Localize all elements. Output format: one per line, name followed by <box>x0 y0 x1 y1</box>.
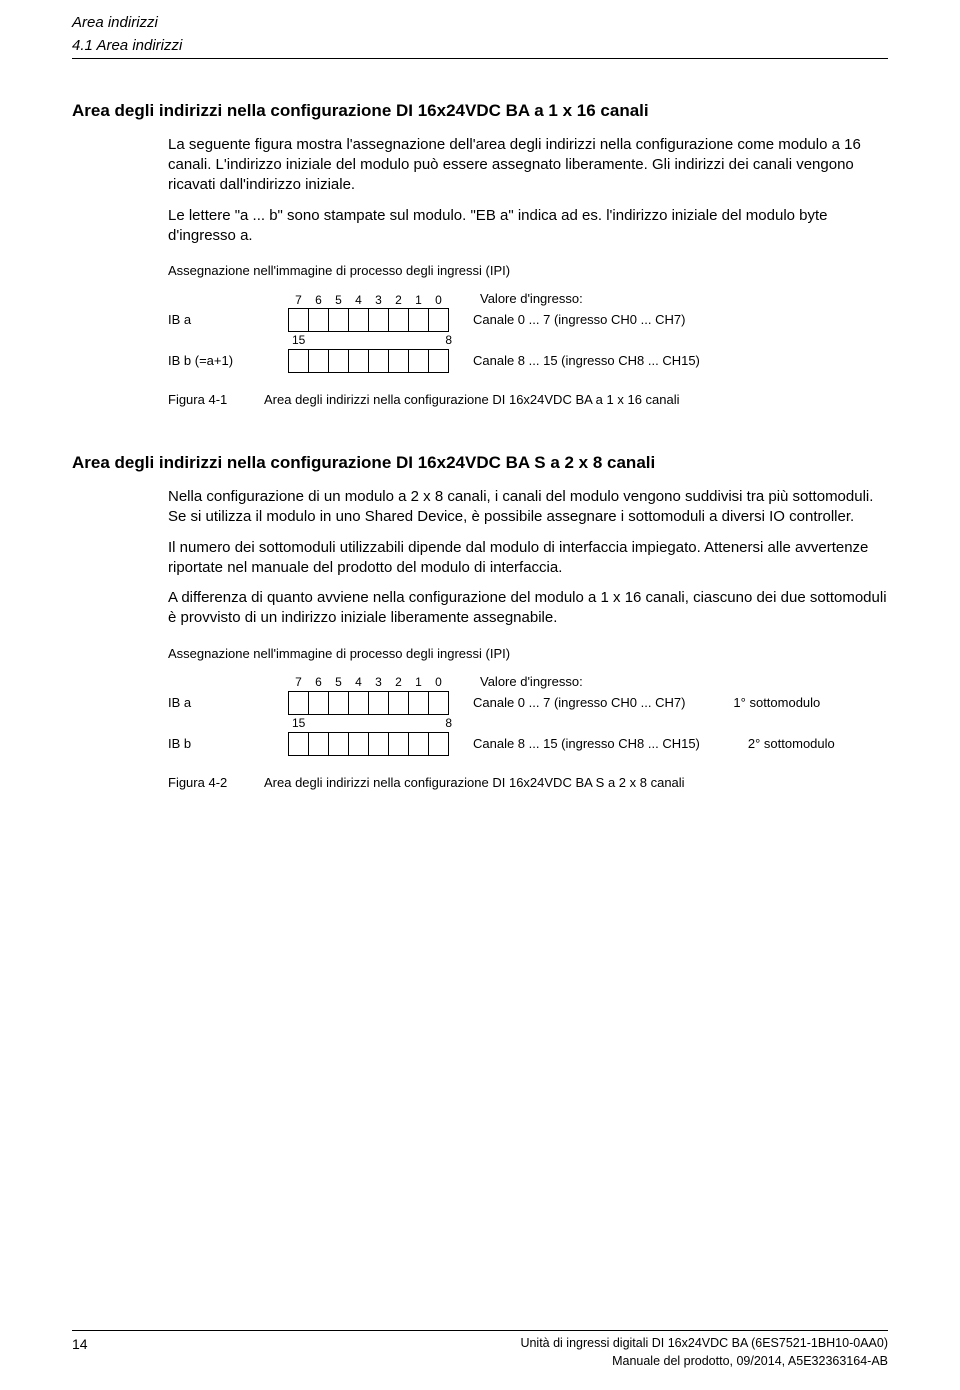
figure-number: Figura 4-1 <box>168 391 264 409</box>
bit-num: 0 <box>428 674 449 691</box>
section-2: Area degli indirizzi nella configurazion… <box>72 451 888 792</box>
figure-number: Figura 4-2 <box>168 774 264 792</box>
bit-num: 5 <box>328 674 349 691</box>
header-subtitle: 4.1 Area indirizzi <box>72 35 888 56</box>
row-desc: Canale 8 ... 15 (ingresso CH8 ... CH15) <box>473 352 700 370</box>
byte-row-0: IB a Canale 0 ... 7 (ingresso CH0 ... CH… <box>168 308 888 332</box>
bit-num: 1 <box>408 292 429 309</box>
footer-line-2: Manuale del prodotto, 09/2014, A5E323631… <box>520 1353 888 1371</box>
section-2-para-2: Il numero dei sottomoduli utilizzabili d… <box>168 538 888 579</box>
section-2-para-1: Nella configurazione di un modulo a 2 x … <box>168 487 888 528</box>
figure-text: Area degli indirizzi nella configurazion… <box>264 391 680 409</box>
bit-num: 7 <box>288 674 309 691</box>
bit-num: 4 <box>348 674 369 691</box>
bit-boxes <box>288 308 449 332</box>
footer-line-1: Unità di ingressi digitali DI 16x24VDC B… <box>520 1335 888 1353</box>
section-1-heading: Area degli indirizzi nella configurazion… <box>72 99 888 123</box>
footer-right: Unità di ingressi digitali DI 16x24VDC B… <box>520 1335 888 1370</box>
section-2-heading: Area degli indirizzi nella configurazion… <box>72 451 888 475</box>
submodule-label: 1° sottomodulo <box>733 694 820 712</box>
figure-1-caption: Figura 4-1 Area degli indirizzi nella co… <box>168 391 888 409</box>
bit-num: 2 <box>388 674 409 691</box>
bit-numbers-second: 15 8 <box>288 715 456 732</box>
bit-num: 4 <box>348 292 369 309</box>
row-label: IB b <box>168 735 288 753</box>
diagram-1-title: Assegnazione nell'immagine di processo d… <box>168 262 888 280</box>
section-2-body: Nella configurazione di un modulo a 2 x … <box>168 487 888 792</box>
diagram-2-title: Assegnazione nell'immagine di processo d… <box>168 645 888 663</box>
submodule-label: 2° sottomodulo <box>748 735 835 753</box>
bit-boxes <box>288 349 449 373</box>
bit-num: 0 <box>428 292 449 309</box>
section-2-para-3: A differenza di quanto avviene nella con… <box>168 588 888 629</box>
row-desc: Canale 0 ... 7 (ingresso CH0 ... CH7) <box>473 311 685 329</box>
row-label: IB b (=a+1) <box>168 352 288 370</box>
bit-num: 5 <box>328 292 349 309</box>
row-label: IB a <box>168 694 288 712</box>
bit-num: 2 <box>388 292 409 309</box>
bit-num: 6 <box>308 674 329 691</box>
section-1: Area degli indirizzi nella configurazion… <box>72 99 888 409</box>
bit-num-right: 8 <box>445 332 452 349</box>
diagram-1: 7 6 5 4 3 2 1 0 Valore d'ingresso: IB a <box>168 290 888 373</box>
section-1-para-1: La seguente figura mostra l'assegnazione… <box>168 135 888 196</box>
byte-row-1: IB b Canale 8 ... 15 (ingresso CH8 ... C… <box>168 732 888 756</box>
page-number: 14 <box>72 1335 88 1370</box>
page: Area indirizzi 4.1 Area indirizzi Area d… <box>0 0 960 1390</box>
row-desc: Canale 0 ... 7 (ingresso CH0 ... CH7) <box>473 694 685 712</box>
bit-num: 7 <box>288 292 309 309</box>
row-desc: Canale 8 ... 15 (ingresso CH8 ... CH15) <box>473 735 700 753</box>
bit-boxes <box>288 732 449 756</box>
row-label: IB a <box>168 311 288 329</box>
bit-num-left: 15 <box>292 715 305 732</box>
value-header: Valore d'ingresso: <box>480 673 583 691</box>
bit-num: 1 <box>408 674 429 691</box>
diagram-2: 7 6 5 4 3 2 1 0 Valore d'ingresso: IB a <box>168 673 888 756</box>
figure-2-caption: Figura 4-2 Area degli indirizzi nella co… <box>168 774 888 792</box>
bit-num: 6 <box>308 292 329 309</box>
bit-num: 3 <box>368 674 389 691</box>
page-footer: 14 Unità di ingressi digitali DI 16x24VD… <box>72 1330 888 1370</box>
bit-num-right: 8 <box>445 715 452 732</box>
bit-num: 3 <box>368 292 389 309</box>
bit-num-left: 15 <box>292 332 305 349</box>
bit-numbers-second: 15 8 <box>288 332 456 349</box>
page-header: Area indirizzi 4.1 Area indirizzi <box>72 12 888 59</box>
byte-row-0: IB a Canale 0 ... 7 (ingresso CH0 ... CH… <box>168 691 888 715</box>
bit-boxes <box>288 691 449 715</box>
section-1-body: La seguente figura mostra l'assegnazione… <box>168 135 888 410</box>
bit-numbers-top: 7 6 5 4 3 2 1 0 <box>288 674 456 691</box>
header-title: Area indirizzi <box>72 12 888 33</box>
byte-row-1: IB b (=a+1) Canale 8 ... 15 (ingresso CH… <box>168 349 888 373</box>
section-1-para-2: Le lettere "a ... b" sono stampate sul m… <box>168 206 888 247</box>
value-header: Valore d'ingresso: <box>480 290 583 308</box>
bit-numbers-top: 7 6 5 4 3 2 1 0 <box>288 292 456 309</box>
figure-text: Area degli indirizzi nella configurazion… <box>264 774 685 792</box>
